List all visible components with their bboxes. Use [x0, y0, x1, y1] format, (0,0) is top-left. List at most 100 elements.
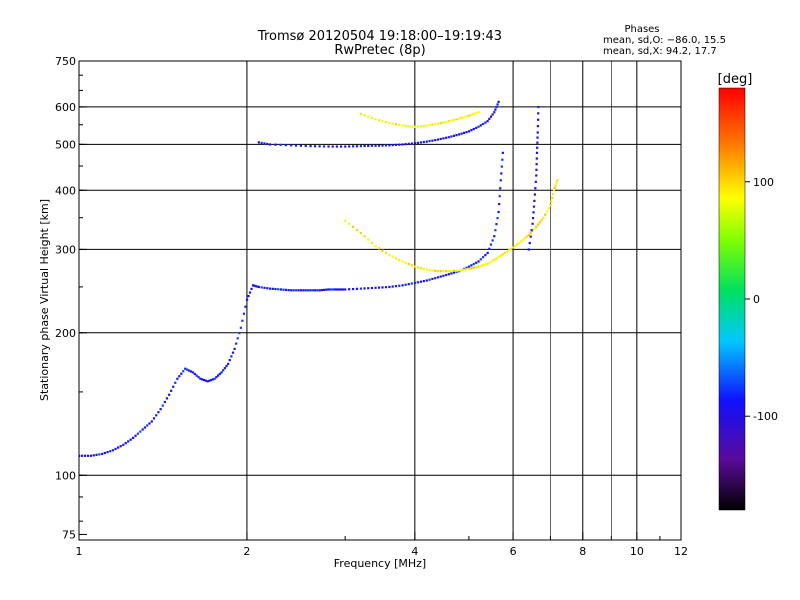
data-point	[436, 122, 440, 125]
data-point	[542, 216, 545, 219]
data-point	[547, 207, 550, 210]
data-point	[257, 285, 260, 289]
y-tick-label: 600	[55, 101, 76, 114]
data-point	[537, 105, 540, 109]
data-point	[527, 248, 530, 251]
data-point	[419, 267, 422, 270]
x-tick-label: 8	[579, 545, 586, 558]
data-point	[191, 371, 195, 374]
data-point	[363, 114, 366, 117]
data-point	[340, 288, 343, 291]
data-point	[505, 250, 509, 253]
data-point	[231, 351, 235, 354]
data-point	[260, 286, 263, 289]
data-point	[422, 140, 425, 144]
x-tick-label: 6	[510, 545, 517, 558]
data-point	[532, 205, 536, 208]
data-point	[475, 261, 478, 264]
data-point	[497, 100, 500, 104]
data-point	[377, 247, 381, 250]
data-point	[213, 377, 216, 380]
data-point	[472, 112, 475, 116]
data-point	[210, 378, 213, 382]
data-point	[477, 125, 480, 128]
x-tick-label: 10	[630, 545, 644, 558]
data-point	[460, 268, 463, 272]
data-point	[549, 204, 552, 207]
data-point	[452, 269, 456, 272]
data-point	[218, 372, 221, 376]
data-point	[316, 289, 319, 292]
data-point	[381, 144, 384, 147]
data-point	[442, 274, 445, 277]
data-point	[367, 238, 370, 241]
data-point	[503, 251, 507, 255]
data-point	[495, 105, 498, 109]
data-point	[436, 276, 440, 279]
data-point	[95, 453, 98, 456]
data-point	[274, 143, 277, 146]
data-point	[442, 121, 445, 124]
data-point	[394, 123, 398, 126]
data-point	[363, 287, 366, 290]
data-point	[458, 269, 461, 272]
data-point	[129, 438, 132, 441]
data-point	[134, 434, 137, 437]
data-point	[462, 131, 466, 134]
data-point	[344, 219, 347, 222]
data-point	[327, 288, 330, 291]
data-point	[374, 286, 377, 289]
data-point	[465, 115, 468, 118]
data-point	[544, 213, 547, 216]
data-point	[106, 450, 109, 454]
data-point	[174, 381, 177, 384]
y-tick-label: 300	[55, 243, 76, 256]
data-point	[176, 377, 179, 380]
data-point	[342, 288, 345, 291]
data-point	[331, 145, 334, 148]
data-point	[535, 157, 538, 160]
data-point	[490, 260, 494, 263]
data-point	[545, 210, 549, 213]
data-point	[355, 145, 359, 148]
data-point	[452, 271, 456, 274]
data-point	[277, 288, 280, 291]
data-point	[363, 235, 366, 238]
data-point	[359, 112, 362, 116]
data-point	[535, 163, 538, 166]
data-point	[484, 121, 487, 124]
data-point	[434, 277, 437, 280]
data-point	[239, 326, 242, 329]
data-point	[536, 223, 540, 226]
data-point	[335, 145, 338, 148]
data-point	[178, 375, 181, 378]
data-point	[501, 151, 504, 154]
data-point	[377, 144, 381, 147]
data-point	[425, 279, 428, 282]
data-point	[475, 126, 478, 129]
data-point	[359, 287, 362, 290]
data-point	[407, 262, 410, 266]
phases-x-stats: mean, sd,X: 94.2, 17.7	[603, 46, 717, 57]
data-point	[534, 180, 537, 183]
data-point	[484, 263, 487, 266]
data-point	[458, 117, 461, 120]
data-point	[242, 312, 246, 315]
y-axis: 75 100 200 300 400 500 600 750	[55, 55, 87, 541]
data-point	[132, 436, 135, 440]
data-point	[79, 454, 81, 457]
data-point	[531, 222, 534, 225]
data-point	[292, 289, 295, 292]
data-point	[465, 266, 468, 269]
data-point	[201, 378, 204, 381]
data-point	[152, 417, 156, 420]
data-point	[536, 146, 539, 149]
data-point	[407, 142, 410, 145]
data-point	[488, 261, 491, 264]
data-point	[407, 283, 410, 286]
data-point	[467, 130, 471, 133]
data-point	[499, 254, 502, 257]
data-point	[521, 238, 525, 241]
data-point	[536, 118, 540, 121]
